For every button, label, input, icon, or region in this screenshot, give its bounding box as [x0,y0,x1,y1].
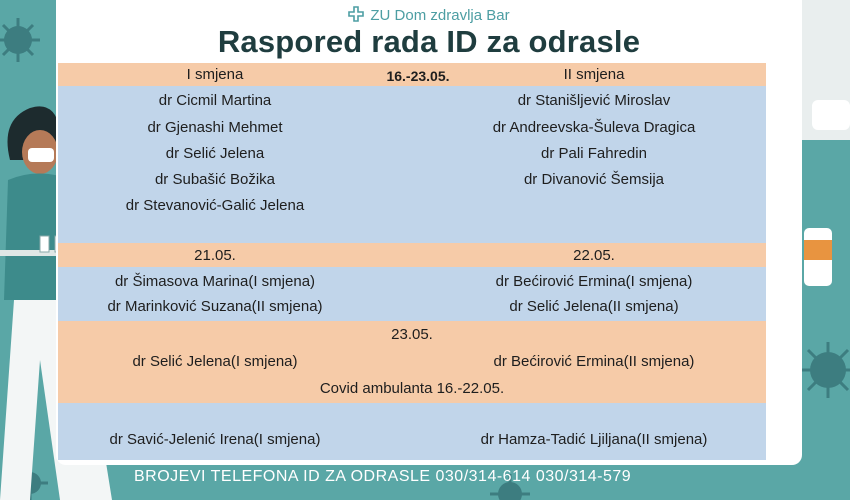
doctor-name: dr Selić Jelena(I smjena) [132,353,298,370]
doctor-name: dr Andreevska-Šuleva Dragica [492,119,696,136]
doctor-name: dr Marinković Suzana(II smjena) [107,298,323,315]
date-23: 23.05. [391,326,433,343]
org-label: ZU Dom zdravlja Bar [370,7,510,24]
covid-doctors-row: dr Savić-Jelenić Irena(I smjena) dr Hamz… [58,403,766,460]
doctor-name: dr Bećirović Ermina(I smjena) [495,273,693,290]
schedule-table: I smjena 16.-23.05. II smjena dr Cicmil … [58,63,766,460]
doctor-name: dr Cicmil Martina [158,92,272,109]
doctor-name: dr Savić-Jelenić Irena(I smjena) [109,431,321,448]
doctor-name: dr Hamza-Tadić Ljiljana(II smjena) [480,431,708,448]
week-doctors-row: dr Cicmil Martina dr Gjenashi Mehmet dr … [58,86,766,243]
medicine-bottle-illustration [804,228,832,286]
doctor-name: dr Divanović Šemsija [523,171,665,188]
virus-icon [800,342,850,398]
doctor-name: dr Stevanović-Galić Jelena [125,197,305,214]
virus-icon [12,465,48,500]
date-21: 21.05. [194,247,236,264]
doctor-name: dr Pali Fahredin [541,145,647,162]
covid-ambulance-label: Covid ambulanta 16.-22.05. [319,380,505,397]
phone-numbers: BROJEVI TELEFONA ID ZA ODRASLE 030/314-6… [134,468,632,485]
virus-icon [0,18,40,62]
day23-section: 23.05. dr Selić Jelena(I smjena) dr Beći… [58,321,766,403]
medical-cross-icon [348,6,365,22]
doctor-name: dr Stanišljević Miroslav [517,92,671,109]
page-title: Raspored rada ID za odrasle [217,24,641,59]
org-name: ZU Dom zdravlja Bar [56,6,802,24]
doctor-name: dr Bećirović Ermina(II smjena) [493,353,695,370]
doctor-name: dr Gjenashi Mehmet [147,119,283,136]
header: ZU Dom zdravlja Bar Raspored rada ID za … [56,0,802,62]
doctor-name: dr Šimasova Marina(I smjena) [114,273,316,290]
week-header-row: I smjena 16.-23.05. II smjena [58,63,766,86]
date-22: 22.05. [573,247,615,264]
doctor-illustration [802,0,850,140]
day-doctors-row: dr Šimasova Marina(I smjena) dr Marinkov… [58,267,766,321]
day-header-row: 21.05. 22.05. [58,243,766,267]
doctor-name: dr Subašić Božika [154,171,276,188]
doctor-name: dr Selić Jelena [165,145,265,162]
doctor-name: dr Selić Jelena(II smjena) [509,298,679,315]
shift-ii-label: II smjena [563,66,625,83]
week-dates: 16.-23.05. [386,68,450,84]
shift-i-label: I smjena [186,66,244,83]
